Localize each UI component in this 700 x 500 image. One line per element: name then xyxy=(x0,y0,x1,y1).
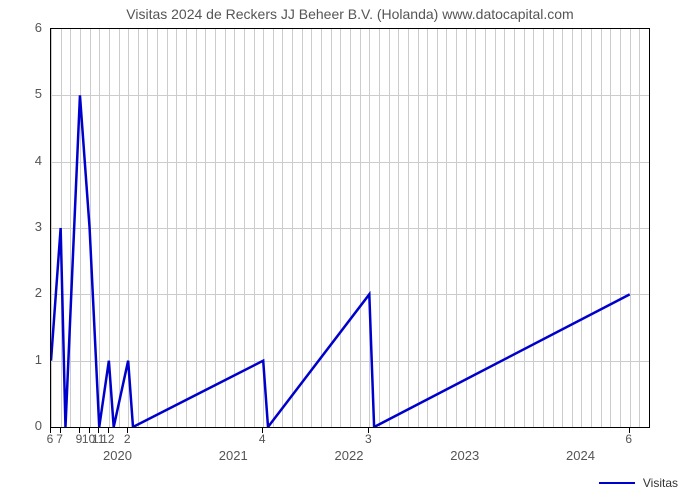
ytick-label: 6 xyxy=(12,20,42,35)
visitas-line xyxy=(51,95,630,427)
legend-swatch xyxy=(599,482,635,484)
xtick-mark xyxy=(79,428,80,433)
xtick-mark xyxy=(262,428,263,433)
plot-area xyxy=(50,28,650,428)
xtick-major: 2022 xyxy=(335,448,364,463)
xtick-mark xyxy=(629,428,630,433)
xtick-minor: 6 xyxy=(47,432,54,446)
ytick-label: 2 xyxy=(12,285,42,300)
xtick-minor: 2 xyxy=(124,432,131,446)
xtick-mark xyxy=(50,428,51,433)
ytick-label: 3 xyxy=(12,219,42,234)
ytick-label: 5 xyxy=(12,86,42,101)
ytick-label: 4 xyxy=(12,153,42,168)
xtick-minor: 12 xyxy=(101,432,114,446)
ytick-label: 1 xyxy=(12,352,42,367)
xtick-major: 2020 xyxy=(103,448,132,463)
legend-label: Visitas xyxy=(643,476,678,490)
xtick-major: 2024 xyxy=(566,448,595,463)
line-series xyxy=(51,29,649,427)
xtick-mark xyxy=(368,428,369,433)
xtick-minor: 6 xyxy=(625,432,632,446)
xtick-mark xyxy=(127,428,128,433)
xtick-major: 2021 xyxy=(219,448,248,463)
legend: Visitas xyxy=(599,476,678,490)
xtick-mark xyxy=(89,428,90,433)
xtick-minor: 4 xyxy=(259,432,266,446)
xtick-mark xyxy=(60,428,61,433)
xtick-mark xyxy=(98,428,99,433)
chart-title: Visitas 2024 de Reckers JJ Beheer B.V. (… xyxy=(0,6,700,22)
xtick-minor: 3 xyxy=(365,432,372,446)
ytick-label: 0 xyxy=(12,418,42,433)
xtick-mark xyxy=(108,428,109,433)
xtick-minor: 7 xyxy=(56,432,63,446)
xtick-major: 2023 xyxy=(450,448,479,463)
